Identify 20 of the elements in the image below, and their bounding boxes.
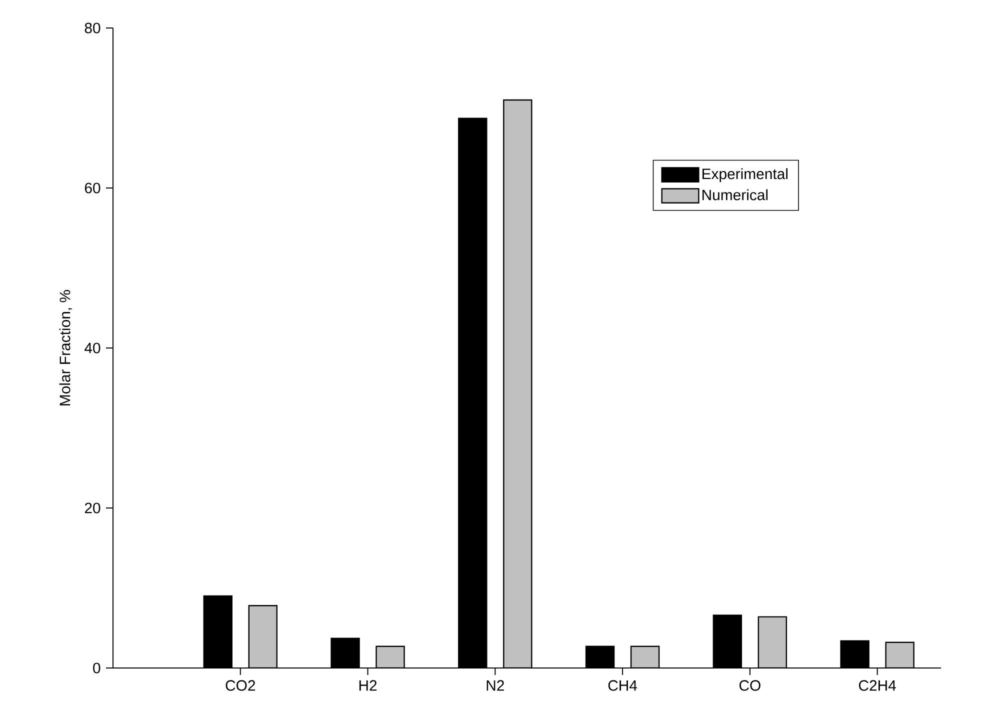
x-tick-label: CH4	[608, 680, 638, 691]
x-tick-label: CO	[739, 680, 760, 691]
x-tick-label: N2	[486, 680, 504, 691]
y-tick-label: 20	[84, 502, 100, 514]
legend-label: Numerical	[702, 189, 768, 200]
y-tick-label: 60	[84, 182, 100, 194]
bar	[885, 642, 914, 668]
bar	[376, 646, 405, 668]
x-tick-label: CO2	[226, 680, 255, 691]
y-tick-label: 40	[84, 342, 100, 354]
bar	[758, 616, 788, 668]
y-tick-label: 0	[93, 662, 100, 674]
bar	[503, 99, 532, 668]
x-tick-label: C2H4	[858, 680, 896, 691]
legend-label: Experimental	[702, 168, 788, 182]
y-axis-title: Molar Fraction, %	[59, 290, 72, 406]
x-tick-label: H2	[359, 680, 377, 691]
bar	[630, 646, 660, 668]
bar	[248, 605, 278, 668]
y-tick-label: 80	[84, 22, 100, 34]
